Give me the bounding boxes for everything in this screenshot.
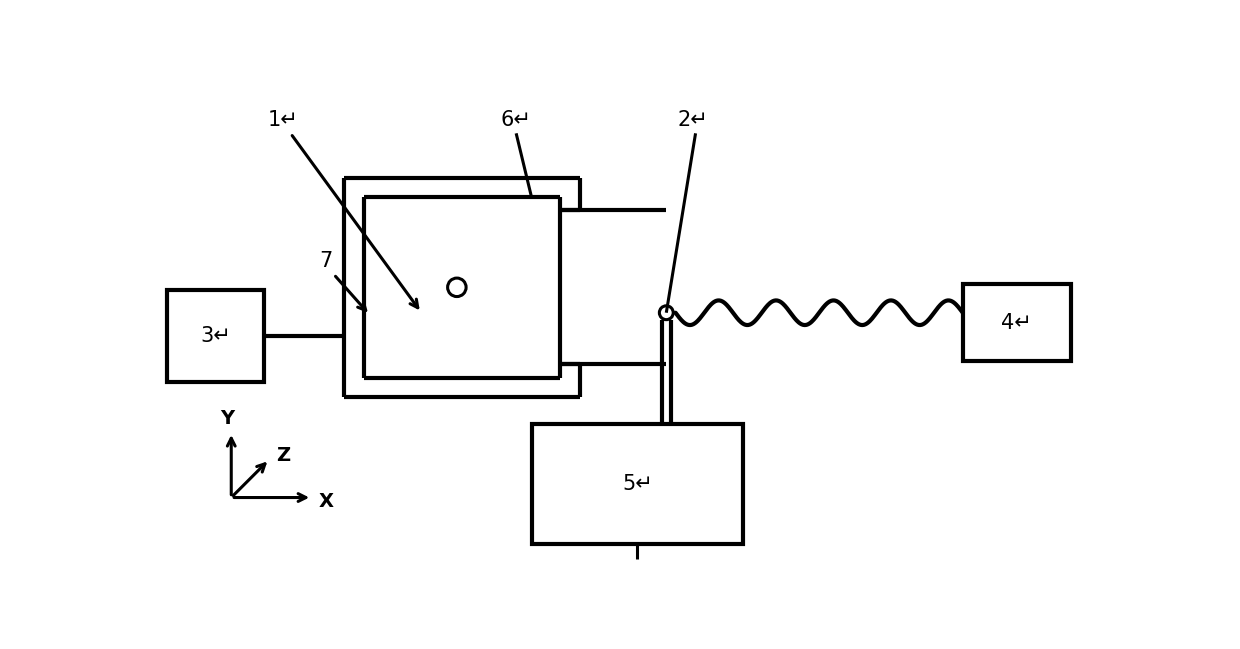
Text: 4↵: 4↵ — [1001, 313, 1032, 333]
Bar — [167, 289, 264, 382]
Text: 7: 7 — [320, 251, 332, 271]
Bar — [962, 284, 1070, 361]
Text: 3↵: 3↵ — [200, 326, 231, 346]
Circle shape — [660, 306, 673, 320]
Circle shape — [448, 278, 466, 297]
Text: Y: Y — [221, 409, 234, 428]
Text: 2↵: 2↵ — [678, 110, 708, 130]
Text: X: X — [319, 492, 334, 511]
Text: 6↵: 6↵ — [501, 110, 532, 130]
Bar — [532, 424, 743, 544]
Text: 1↵: 1↵ — [268, 110, 298, 130]
Text: Z: Z — [277, 446, 290, 465]
Text: 5↵: 5↵ — [622, 474, 652, 494]
